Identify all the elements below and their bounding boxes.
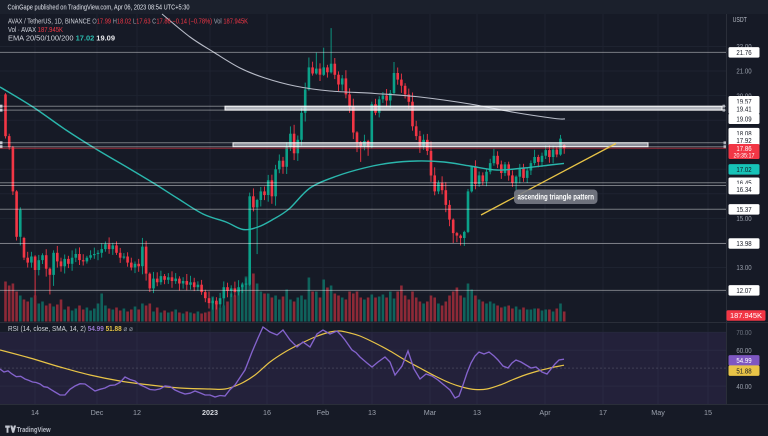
svg-text:12: 12 bbox=[133, 408, 141, 417]
svg-text:15: 15 bbox=[704, 408, 712, 417]
svg-text:70.00: 70.00 bbox=[736, 328, 751, 337]
svg-text:2023: 2023 bbox=[202, 408, 218, 417]
svg-text:16: 16 bbox=[263, 408, 271, 417]
svg-text:21.00: 21.00 bbox=[736, 67, 751, 76]
svg-text:17.86: 17.86 bbox=[736, 144, 751, 153]
svg-text:14: 14 bbox=[31, 408, 39, 417]
svg-text:20.00: 20.00 bbox=[736, 91, 751, 100]
svg-text:17.02: 17.02 bbox=[736, 165, 751, 174]
svg-text:RSI (14, close, SMA, 14, 2) 54: RSI (14, close, SMA, 14, 2) 54.99 51.88 … bbox=[8, 324, 133, 333]
svg-text:13: 13 bbox=[368, 408, 376, 417]
svg-text:19.57: 19.57 bbox=[736, 97, 751, 106]
svg-text:Mar: Mar bbox=[424, 408, 437, 417]
svg-text:22.00: 22.00 bbox=[736, 42, 751, 51]
svg-text:USDT: USDT bbox=[733, 15, 748, 24]
svg-text:TradingView: TradingView bbox=[17, 427, 51, 434]
svg-text:51.88: 51.88 bbox=[736, 366, 751, 375]
svg-text:60.00: 60.00 bbox=[736, 346, 751, 355]
svg-text:Apr: Apr bbox=[539, 408, 551, 417]
svg-text:18.08: 18.08 bbox=[736, 129, 751, 138]
svg-text:12.07: 12.07 bbox=[736, 286, 751, 295]
svg-text:40.00: 40.00 bbox=[736, 382, 751, 391]
svg-text:16.45: 16.45 bbox=[736, 179, 751, 188]
svg-text:15.00: 15.00 bbox=[736, 214, 751, 223]
svg-text:21.76: 21.76 bbox=[736, 48, 751, 57]
svg-text:Dec: Dec bbox=[91, 408, 104, 417]
svg-text:54.99: 54.99 bbox=[736, 356, 751, 365]
svg-text:17.92: 17.92 bbox=[736, 136, 751, 145]
svg-text:15.37: 15.37 bbox=[736, 205, 751, 214]
svg-text:Vol · AVAX 187.945K: Vol · AVAX 187.945K bbox=[8, 25, 63, 34]
svg-text:16.34: 16.34 bbox=[736, 185, 751, 194]
svg-text:Feb: Feb bbox=[317, 408, 329, 417]
svg-text:CoinGape published on TradingV: CoinGape published on TradingView.com, A… bbox=[8, 3, 190, 12]
svg-text:19.09: 19.09 bbox=[736, 114, 751, 123]
svg-text:19.41: 19.41 bbox=[736, 104, 751, 113]
svg-text:20:35:17: 20:35:17 bbox=[734, 152, 755, 159]
svg-text:ascending triangle pattern: ascending triangle pattern bbox=[518, 193, 595, 202]
svg-text:AVAX / TetherUS, 1D, BINANCE O: AVAX / TetherUS, 1D, BINANCE O17.99 H18.… bbox=[8, 17, 248, 26]
svg-text:13.00: 13.00 bbox=[736, 263, 751, 272]
svg-text:17: 17 bbox=[599, 408, 607, 417]
svg-text:13: 13 bbox=[473, 408, 481, 417]
svg-text:13.98: 13.98 bbox=[736, 239, 751, 248]
svg-text:May: May bbox=[651, 408, 665, 417]
svg-text:EMA 20/50/100/200 17.02 19.09: EMA 20/50/100/200 17.02 19.09 bbox=[8, 34, 115, 43]
svg-text:187.945K: 187.945K bbox=[730, 311, 762, 320]
